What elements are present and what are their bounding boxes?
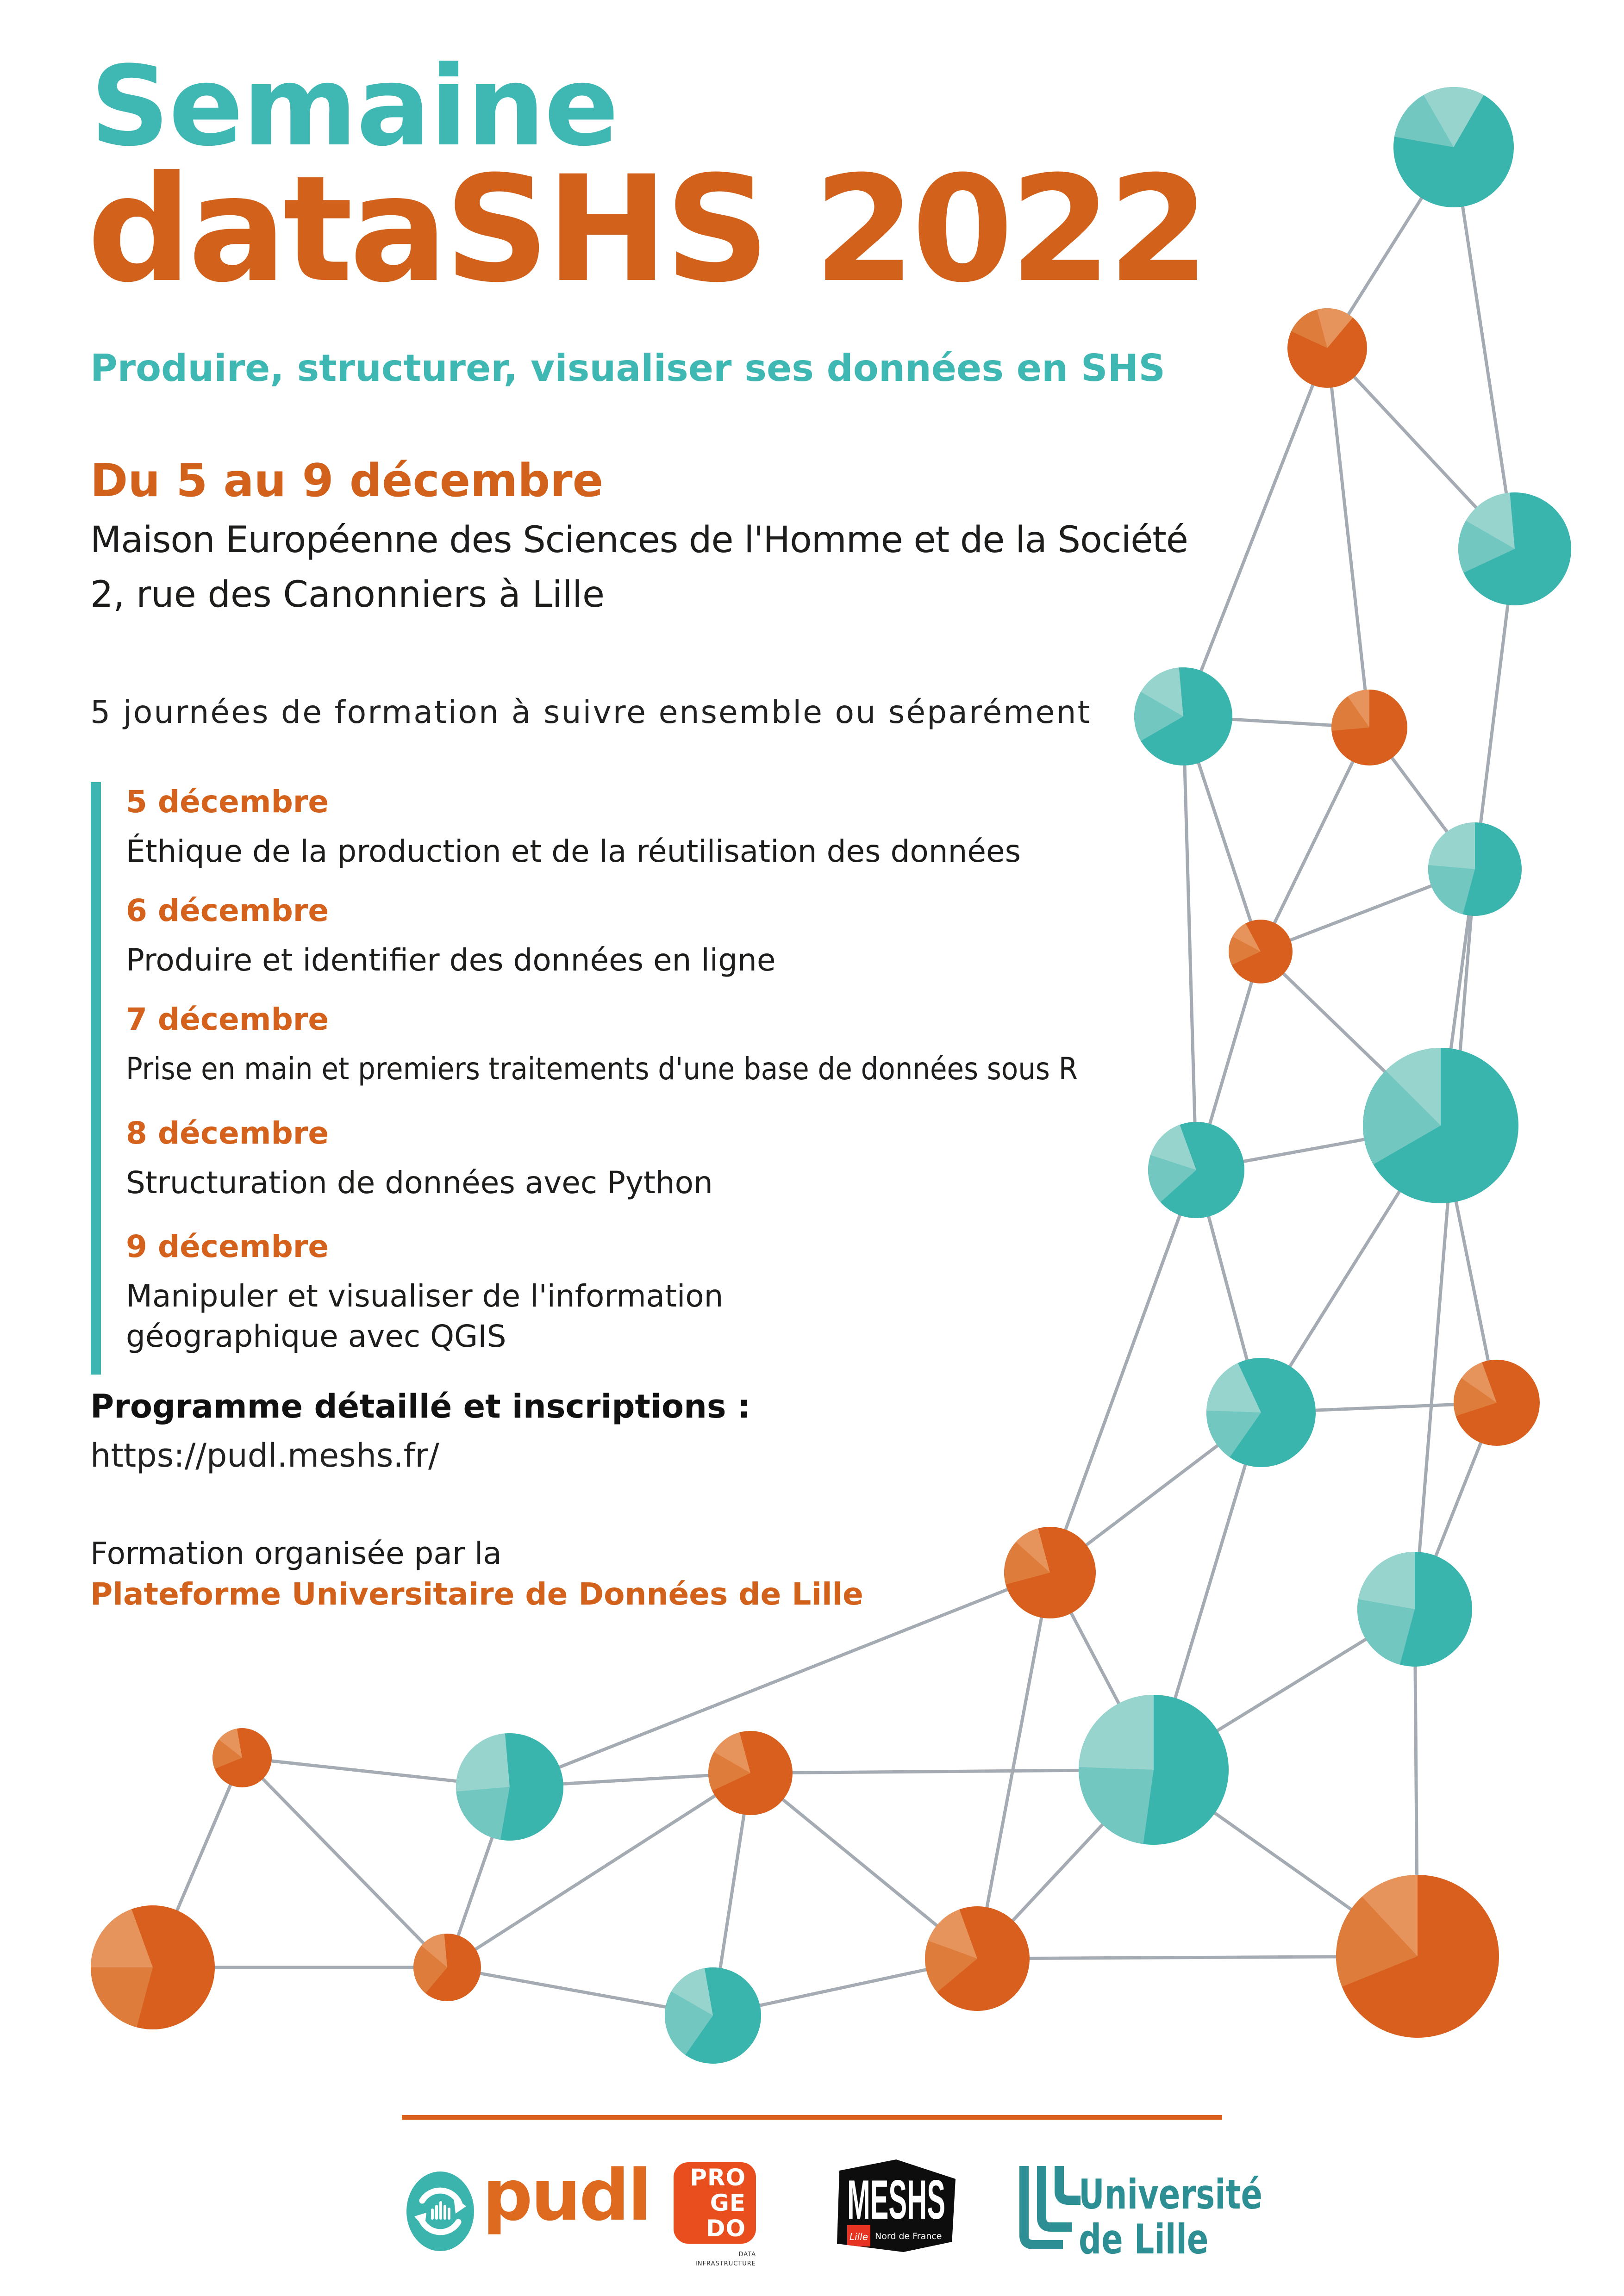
program-day-9-date: 9 décembre	[126, 1229, 329, 1264]
program-day-5: 5 décembre Éthique de la production et d…	[126, 787, 1021, 871]
progedo-logo-text: PRO GE DO	[690, 2164, 746, 2242]
meshs-lille-box	[847, 2225, 870, 2246]
event-dates: Du 5 au 9 décembre	[90, 454, 604, 507]
program-day-9-topic: Manipuler et visualiser de l'information…	[126, 1278, 724, 1355]
poster-title-line1: Semaine	[90, 43, 619, 171]
udl-text-line2: de Lille	[1079, 2215, 1209, 2263]
program-day-9: 9 décembre Manipuler et visualiser de l'…	[126, 1232, 724, 1356]
event-venue-line2: 2, rue des Canonniers à Lille	[90, 574, 605, 616]
program-accent-bar	[91, 782, 101, 1375]
universite-de-lille-logo-mark	[1019, 2166, 1081, 2249]
meshs-region-label: Nord de France	[875, 2231, 942, 2241]
program-day-6: 6 décembre Produire et identifier des do…	[126, 896, 775, 980]
pudl-logo-icon	[406, 2172, 474, 2251]
program-day-5-date: 5 décembre	[126, 784, 329, 820]
progedo-logo: PRO GE DO	[674, 2162, 756, 2244]
universite-de-lille-logo-text: Université de Lille	[1079, 2172, 1262, 2262]
program-day-5-topic: Éthique de la production et de la réutil…	[126, 834, 1021, 869]
footer-divider	[402, 2115, 1222, 2120]
program-day-8-date: 8 décembre	[126, 1115, 329, 1151]
registration-label: Programme détaillé et inscriptions :	[90, 1388, 750, 1425]
progedo-logo-subtitle: DATA INFRASTRUCTURE	[695, 2251, 756, 2267]
program-day-8: 8 décembre Structuration de données avec…	[126, 1118, 713, 1203]
udl-text-line1: Université	[1079, 2171, 1263, 2218]
program-day-7: 7 décembre Prise en main et premiers tra…	[126, 1004, 1183, 1089]
program-day-8-topic: Structuration de données avec Python	[126, 1165, 713, 1201]
program-day-7-date: 7 décembre	[126, 1002, 329, 1037]
program-day-6-date: 6 décembre	[126, 893, 329, 928]
event-venue-line1: Maison Européenne des Sciences de l'Homm…	[90, 519, 1188, 561]
meshs-logo-wordmark: MESHS	[847, 2169, 945, 2231]
event-intro: 5 journées de formation à suivre ensembl…	[90, 694, 1092, 731]
poster-subtitle: Produire, structurer, visualiser ses don…	[90, 347, 1166, 390]
registration-url-link[interactable]: https://pudl.meshs.fr/	[90, 1437, 439, 1475]
organizer-line2: Plateforme Universitaire de Données de L…	[90, 1576, 863, 1612]
organizer-line1: Formation organisée par la	[90, 1536, 502, 1571]
poster-title-line2: dataSHS 2022	[87, 144, 1210, 315]
program-day-6-topic: Produire et identifier des données en li…	[126, 942, 776, 978]
program-day-7-topic: Prise en main et premiers traitements d'…	[126, 1051, 1078, 1087]
meshs-lille-label: Lille	[849, 2231, 868, 2242]
pudl-logo-wordmark: pudl	[482, 2154, 652, 2236]
meshs-logo: MESHS Lille Nord de France	[837, 2159, 956, 2252]
